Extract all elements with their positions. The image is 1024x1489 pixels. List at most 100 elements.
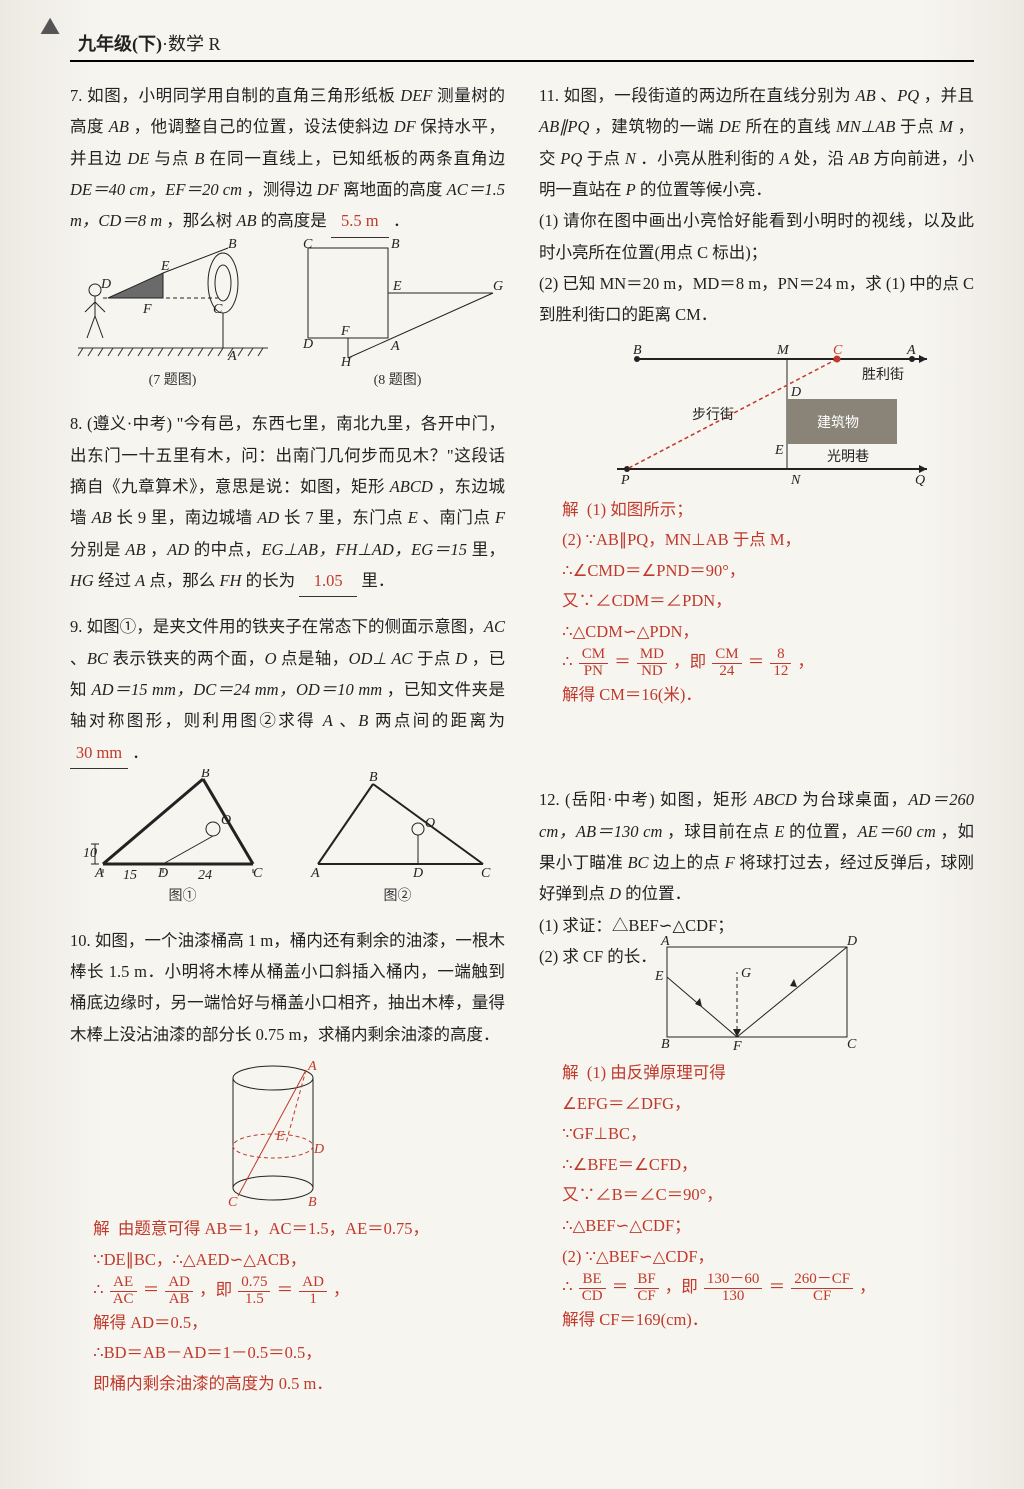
- svg-text:P: P: [620, 473, 630, 488]
- svg-text:D: D: [302, 337, 313, 352]
- t: 于点: [587, 149, 625, 168]
- ft: CM: [712, 647, 741, 664]
- p: (1) 请你在图中画出小亮恰好能看到小明时的视线，以及此时小亮所在位置(用点 C…: [539, 211, 974, 261]
- t: ．: [393, 211, 410, 230]
- s: 解得 CF＝169(cm)．: [562, 1310, 708, 1329]
- s: ＝: [612, 1277, 629, 1296]
- s: (2) ∵△BEF∽△CDF，: [562, 1247, 714, 1266]
- v: EG⊥AB，FH⊥AD，EG＝15: [261, 540, 467, 559]
- question-12: 12. (岳阳·中考) 如图，矩形 ABCD 为台球桌面，AD＝260 cm，A…: [539, 784, 974, 1335]
- v: DE: [127, 149, 149, 168]
- svg-text:F: F: [142, 302, 152, 317]
- v: D: [455, 649, 467, 668]
- svg-text:15: 15: [123, 868, 137, 883]
- v: E: [774, 822, 784, 841]
- v: A: [323, 711, 333, 730]
- svg-text:E: E: [654, 969, 664, 984]
- svg-text:D: D: [846, 934, 857, 949]
- t: 里，: [472, 540, 505, 559]
- t: ，建筑物的一端: [594, 117, 719, 136]
- v: AD＝15 mm，DC＝24 mm，OD＝10 mm: [92, 680, 383, 699]
- fb: ND: [637, 664, 667, 680]
- v: DF: [317, 180, 339, 199]
- t: ．小亮从胜利街的: [640, 149, 779, 168]
- right-column: 11. 如图，一段街道的两边所在直线分别为 AB 、PQ ，并且 AB∥PQ ，…: [539, 80, 974, 1413]
- fb: 1.5: [238, 1292, 270, 1308]
- svg-text:F: F: [340, 324, 350, 339]
- svg-text:E: E: [160, 259, 170, 274]
- svg-text:G: G: [493, 279, 503, 294]
- v: AB: [236, 211, 256, 230]
- ft: CM: [579, 647, 608, 664]
- ft: 130－60: [704, 1272, 763, 1289]
- svg-text:24: 24: [198, 868, 212, 883]
- svg-text:E: E: [392, 279, 402, 294]
- s: ∴△CDM∽△PDN，: [562, 622, 699, 641]
- v: PQ: [897, 86, 919, 105]
- t: 如图，一段街道的两边所在直线分别为: [564, 86, 856, 105]
- q9-cap1: 图①: [83, 884, 283, 911]
- s: ∴: [93, 1280, 104, 1299]
- svg-text:胜利街: 胜利街: [862, 367, 904, 383]
- v: DE: [719, 117, 741, 136]
- t: 为台球桌面，: [802, 790, 908, 809]
- t: 、: [880, 86, 897, 105]
- s: ∴∠CMD＝∠PND＝90°，: [562, 561, 745, 580]
- svg-text:C: C: [213, 302, 223, 317]
- t: 于点: [900, 117, 939, 136]
- page-header: ⛰ 九年级(下)·数学 R: [70, 30, 974, 62]
- t: ，他调整自己的位置，设法使斜边: [134, 117, 394, 136]
- svg-text:F: F: [732, 1039, 742, 1052]
- s: 即桶内剩余油漆的高度为 0.5 m．: [93, 1374, 333, 1393]
- v: M: [939, 117, 953, 136]
- q8-answer: 1.05: [299, 565, 357, 597]
- t: 长 7 里，东门点: [284, 508, 408, 527]
- question-11: 11. 如图，一段街道的两边所在直线分别为 AB 、PQ ，并且 AB∥PQ ，…: [539, 80, 974, 710]
- page: ⛰ 九年级(下)·数学 R 7. 如图，小明同学用自制的直角三角形纸板 DEF …: [0, 0, 1024, 1489]
- svg-text:B: B: [661, 1037, 670, 1052]
- v: E: [408, 508, 418, 527]
- s: ，即: [665, 1277, 698, 1296]
- svg-text:光明巷: 光明巷: [827, 449, 869, 465]
- q11-figure: B M C A D E N P Q 胜利街 步行街 建筑物 光明巷: [539, 339, 974, 489]
- svg-text:O: O: [221, 813, 231, 828]
- t: 于点: [417, 649, 455, 668]
- svg-text:B: B: [228, 238, 237, 252]
- v: OD⊥: [349, 649, 387, 668]
- q9-num: 9.: [70, 617, 82, 636]
- svg-text:C: C: [303, 238, 313, 252]
- t: ．: [132, 743, 149, 762]
- svg-text:D: D: [412, 866, 423, 881]
- t: 的位置．: [625, 884, 691, 903]
- t: 、南门点: [422, 508, 495, 527]
- s: (1) 如图所示；: [587, 500, 693, 519]
- q10-num: 10.: [70, 931, 91, 950]
- v: B: [358, 711, 368, 730]
- s: ∴△BEF∽△CDF；: [562, 1216, 691, 1235]
- t: 、: [339, 711, 358, 730]
- q11-num: 11.: [539, 86, 559, 105]
- svg-text:O: O: [425, 816, 435, 831]
- v: ABCD: [754, 790, 797, 809]
- svg-text:A: A: [660, 934, 670, 949]
- s: ，即: [673, 652, 706, 671]
- s: ＝: [277, 1280, 294, 1299]
- svg-text:B: B: [201, 769, 210, 781]
- s: 解得 CM＝16(米)．: [562, 685, 702, 704]
- t: 表示铁夹的两个面，: [113, 649, 265, 668]
- question-7: 7. 如图，小明同学用自制的直角三角形纸板 DEF 测量树的高度 AB ，他调整…: [70, 80, 505, 394]
- q11-body: 11. 如图，一段街道的两边所在直线分别为 AB 、PQ ，并且 AB∥PQ ，…: [539, 80, 974, 331]
- s: 解得 AD＝0.5，: [93, 1313, 208, 1332]
- t: 如图①，是夹文件用的铁夹子在常态下的侧面示意图，: [87, 617, 484, 636]
- q9-cap2: 图②: [303, 884, 493, 911]
- p: (2) 已知 MN＝20 m，MD＝8 m，PN＝24 m，求 (1) 中的点 …: [539, 274, 974, 324]
- svg-text:B: B: [308, 1195, 317, 1208]
- t: 离地面的高度: [343, 180, 447, 199]
- s: 又∵∠CDM＝∠PDN，: [562, 591, 732, 610]
- s: ∴∠BFE＝∠CFD，: [562, 1155, 697, 1174]
- svg-text:C: C: [228, 1195, 238, 1208]
- s: ，即: [199, 1280, 232, 1299]
- q7-q8-figures: DE FC BA (7 题图) CB: [70, 238, 505, 395]
- svg-text:B: B: [633, 343, 642, 358]
- v: AD: [257, 508, 279, 527]
